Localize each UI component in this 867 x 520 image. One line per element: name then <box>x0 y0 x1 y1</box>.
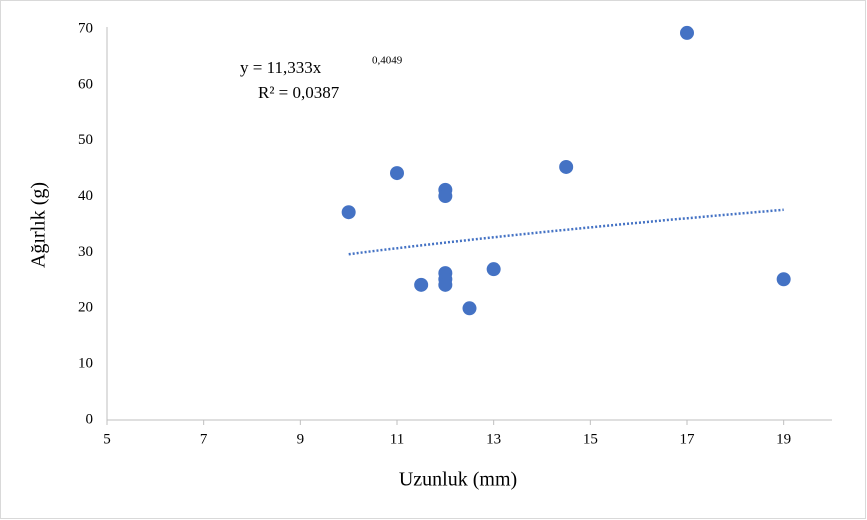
point <box>390 166 404 181</box>
x-axis-title: Uzunluk (mm) <box>399 469 517 491</box>
x-tick-label: 9 <box>297 431 305 447</box>
point <box>414 277 429 292</box>
y-tick-label: 20 <box>78 300 93 316</box>
x-tick-label: 11 <box>390 431 404 447</box>
y-tick-label: 30 <box>78 244 93 260</box>
point <box>341 205 356 220</box>
x-tick-label: 19 <box>776 431 791 447</box>
x-tick-label: 13 <box>486 431 501 447</box>
y-tick-label: 70 <box>78 20 93 36</box>
x-tick-label: 15 <box>583 431 598 447</box>
x-tick-label: 5 <box>103 431 111 447</box>
x-tick-label: 17 <box>680 431 696 447</box>
point <box>462 301 477 316</box>
y-tick-label: 0 <box>86 411 94 427</box>
x-tick-label: 7 <box>200 431 208 447</box>
point <box>776 272 791 287</box>
point <box>438 277 453 292</box>
point <box>559 159 574 174</box>
y-tick-label: 10 <box>78 356 93 372</box>
y-tick-label: 40 <box>78 188 93 204</box>
trend-exponent: 0,4049 <box>372 55 403 67</box>
trendline <box>348 208 784 256</box>
y-tick-label: 60 <box>78 76 93 92</box>
point <box>486 262 501 277</box>
trend-equation: y = 11,333x <box>240 58 322 77</box>
y-tick-label: 50 <box>78 132 93 148</box>
point <box>680 25 694 40</box>
y-axis-title: Ağırlık (g) <box>28 182 50 268</box>
trend-r-squared: R² = 0,0387 <box>258 83 340 102</box>
point <box>438 189 453 204</box>
